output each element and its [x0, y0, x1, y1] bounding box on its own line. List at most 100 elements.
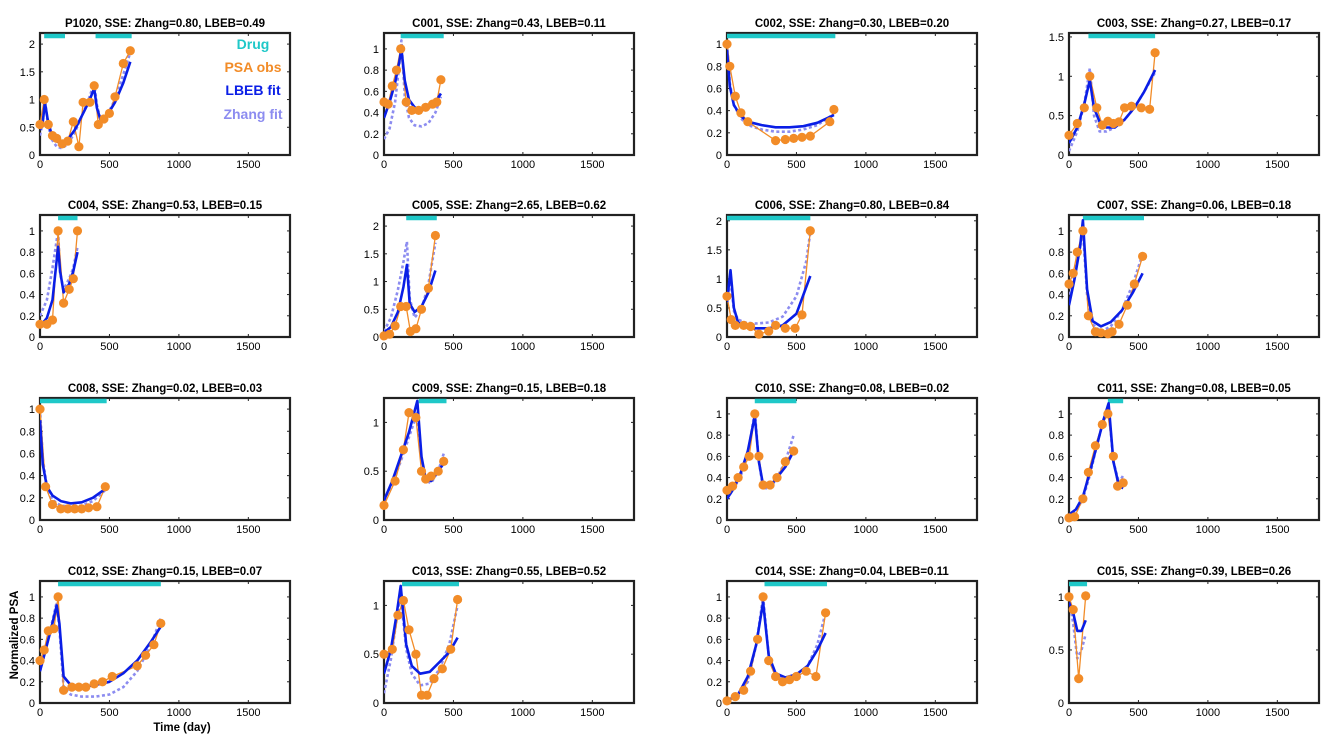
y-tick-label: 0.2 [1049, 311, 1064, 323]
x-tick-label: 1500 [236, 707, 260, 719]
y-tick-label: 0 [373, 698, 379, 710]
psa-obs-point [1085, 71, 1095, 81]
psa-obs-point [730, 692, 740, 702]
psa-obs-point [790, 323, 800, 333]
psa-obs-point [396, 44, 406, 54]
psa-obs-point [772, 473, 782, 483]
y-tick-label: 0.6 [364, 86, 379, 98]
y-tick-label: 0 [716, 698, 722, 710]
y-tick-label: 0.8 [1049, 430, 1064, 442]
x-tick-label: 1500 [923, 341, 947, 353]
subplot-title: C015, SSE: Zhang=0.39, LBEB=0.26 [1097, 566, 1291, 578]
psa-obs-point [1090, 441, 1100, 451]
axes-frame [382, 213, 636, 339]
psa-obs-point [728, 481, 738, 491]
x-tick-label: 1500 [1265, 341, 1289, 353]
y-tick-label: 2 [716, 216, 722, 228]
x-tick-label: 1000 [511, 524, 535, 536]
subplot-9: C009, SSE: Zhang=0.15, LBEB=0.18 0 500 1000… [364, 383, 636, 536]
psa-obs-point [750, 409, 760, 419]
y-tick-label: 0.5 [364, 466, 379, 478]
subplot-10: C010, SSE: Zhang=0.08, LBEB=0.02 0 500 1000… [707, 383, 979, 536]
psa-obs-point [780, 323, 790, 333]
psa-obs-point [801, 666, 811, 676]
psa-obs-point [1081, 591, 1091, 601]
y-tick-label: 1.5 [364, 249, 379, 261]
psa-obs-point [1096, 328, 1106, 338]
subplot-title: C006, SSE: Zhang=0.80, LBEB=0.84 [755, 200, 950, 212]
psa-obs-point [411, 649, 421, 659]
psa-obs-point [446, 644, 456, 654]
psa-obs-point [746, 321, 756, 332]
y-tick-label: 1 [373, 600, 379, 612]
subplot-title: C004, SSE: Zhang=0.53, LBEB=0.15 [68, 200, 263, 212]
psa-obs-point [725, 61, 735, 71]
x-tick-label: 1000 [854, 159, 878, 171]
psa-obs-point [784, 675, 795, 685]
y-tick-label: 1 [29, 592, 35, 604]
y-tick-label: 0.6 [707, 634, 722, 646]
y-tick-label: 0.4 [20, 471, 35, 483]
x-tick-label: 0 [724, 524, 730, 536]
psa-obs-point [429, 674, 439, 684]
x-tick-label: 1000 [511, 707, 535, 719]
psa-obs-point [414, 105, 424, 115]
psa-obs-point [84, 503, 94, 513]
y-tick-label: 0.5 [364, 304, 379, 316]
psa-obs-point [722, 696, 732, 706]
x-tick-label: 0 [1066, 159, 1072, 171]
psa-obs-point [1138, 251, 1148, 261]
psa-obs-point [771, 671, 781, 682]
y-tick-label: 0.8 [364, 65, 379, 77]
psa-obs-point [39, 645, 49, 655]
x-tick-label: 1000 [167, 707, 191, 719]
x-tick-label: 0 [37, 707, 43, 719]
psa-obs-point [141, 650, 151, 660]
psa-obs-point [74, 682, 84, 692]
psa-obs-point [422, 690, 432, 700]
psa-obs-point [811, 671, 821, 682]
psa-obs-point [1083, 311, 1093, 321]
psa-obs-point [730, 320, 740, 330]
subplot-8: C008, SSE: Zhang=0.02, LBEB=0.03 0 500 1000… [20, 383, 292, 536]
subplot-6: C006, SSE: Zhang=0.80, LBEB=0.84 0 500 1000… [707, 200, 979, 353]
y-tick-label: 0.2 [707, 128, 722, 140]
subplot-title: C005, SSE: Zhang=2.65, LBEB=0.62 [412, 200, 606, 212]
y-tick-label: 0 [373, 332, 379, 344]
psa-obs-point [156, 618, 166, 629]
subplot-title: C013, SSE: Zhang=0.55, LBEB=0.52 [412, 566, 606, 578]
lbeb-fit-line [384, 263, 437, 334]
psa-obs-point [85, 97, 95, 107]
psa-obs-point [68, 274, 78, 284]
psa-obs-point [398, 445, 408, 455]
subplot-title: C012, SSE: Zhang=0.15, LBEB=0.07 [68, 566, 262, 578]
x-tick-label: 500 [1129, 341, 1147, 353]
x-tick-label: 1000 [1196, 707, 1220, 719]
psa-obs-point [59, 298, 69, 308]
psa-obs-point [41, 482, 51, 492]
psa-obs-point [64, 284, 74, 294]
psa-obs-point [74, 142, 84, 152]
psa-obs-point [53, 592, 63, 602]
psa-obs-point [829, 104, 839, 115]
subplot-4: C004, SSE: Zhang=0.53, LBEB=0.15 0 500 1000… [20, 200, 292, 353]
x-tick-label: 1000 [167, 159, 191, 171]
x-tick-label: 1500 [1265, 159, 1289, 171]
psa-obs-point [1074, 674, 1084, 684]
zhang-fit-line [384, 39, 443, 140]
psa-obs-point [53, 226, 63, 236]
y-tick-label: 0.8 [707, 613, 722, 625]
y-tick-label: 0.4 [20, 656, 35, 668]
psa-obs-point [722, 291, 732, 301]
psa-obs-point [821, 608, 831, 618]
y-tick-label: 0.6 [1049, 268, 1064, 280]
x-tick-label: 0 [724, 159, 730, 171]
psa-obs-point [43, 119, 53, 130]
axes-frame [38, 213, 292, 339]
y-tick-label: 2 [29, 39, 35, 51]
psa-obs-point [390, 476, 400, 486]
x-tick-label: 1000 [167, 341, 191, 353]
y-tick-label: 0.2 [1049, 494, 1064, 506]
axes-frame [1067, 579, 1321, 705]
